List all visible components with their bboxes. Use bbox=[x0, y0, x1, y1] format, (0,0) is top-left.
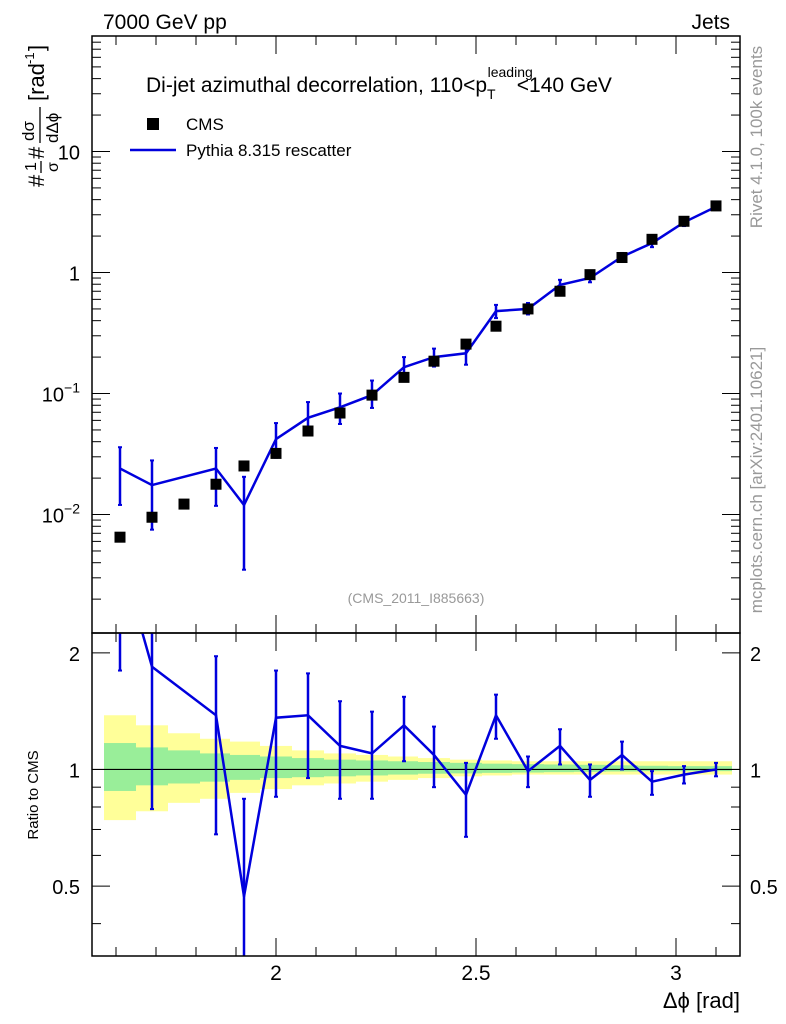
ratio-marks bbox=[92, 633, 740, 956]
main-ytick-label: 10−1 bbox=[42, 380, 80, 407]
cms-data-point bbox=[334, 407, 346, 419]
cms-data-point bbox=[210, 478, 222, 490]
cms-data-point bbox=[114, 531, 126, 543]
analysis-watermark: (CMS_2011_I885663) bbox=[348, 590, 485, 606]
mc-line bbox=[119, 205, 717, 508]
cms-data-point bbox=[460, 338, 472, 350]
ratio-ylabel: Ratio to CMS bbox=[25, 750, 42, 839]
cms-data-point bbox=[398, 371, 410, 383]
xtick-label: 3 bbox=[670, 962, 682, 985]
ratio-band-inner bbox=[544, 764, 574, 773]
cms-data-point bbox=[302, 425, 314, 437]
cms-data-point bbox=[616, 252, 628, 264]
svg-text:-1: -1 bbox=[22, 52, 37, 64]
main-ytick-label: 10−2 bbox=[42, 501, 80, 528]
rivet-label: Rivet 4.1.0, 100k events bbox=[747, 46, 766, 228]
legend: CMS Pythia 8.315 rescatter bbox=[130, 115, 352, 160]
ratio-ytick-label-right: 0.5 bbox=[750, 877, 778, 899]
main-marks bbox=[114, 200, 722, 571]
ratio-ytick-label: 0.5 bbox=[52, 877, 80, 899]
ratio-ytick-label-right: 2 bbox=[750, 644, 761, 666]
main-ticks: 10−2 10−1 1 10 bbox=[42, 35, 740, 633]
cms-data-point bbox=[146, 511, 158, 523]
cms-data-point bbox=[584, 269, 596, 281]
main-ylabel: # 1 σ # dσ dΔϕ [rad -1 ] bbox=[19, 45, 62, 187]
ratio-ytick-label-right: 1 bbox=[750, 760, 761, 782]
ratio-ytick-label: 1 bbox=[69, 760, 80, 782]
svg-text:dΔϕ: dΔϕ bbox=[43, 113, 62, 143]
cms-data-point bbox=[678, 215, 690, 227]
xlabel: Δϕ [rad] bbox=[663, 988, 740, 1013]
cms-data-point bbox=[522, 303, 534, 315]
ratio-frame bbox=[91, 632, 741, 957]
svg-text:#: # bbox=[24, 146, 49, 159]
svg-text:1: 1 bbox=[23, 162, 40, 171]
ratio-band-inner bbox=[638, 765, 668, 772]
svg-text:σ: σ bbox=[45, 162, 62, 172]
ratio-band-inner bbox=[104, 743, 136, 791]
ratio-ticks: 0.5 0.5 1 1 2 2 2 2.5 3 bbox=[52, 633, 778, 985]
main-ytick-label: 1 bbox=[69, 264, 80, 286]
cms-data-point bbox=[710, 200, 722, 212]
cms-data-point bbox=[366, 389, 378, 401]
mcplots-label: mcplots.cern.ch [arXiv:2401.10621] bbox=[747, 347, 766, 613]
svg-text:[rad: [rad bbox=[24, 63, 49, 101]
legend-cms-marker bbox=[147, 118, 159, 130]
ratio-line bbox=[141, 633, 717, 897]
xtick-label: 2 bbox=[270, 962, 282, 985]
cms-data-point bbox=[554, 285, 566, 297]
legend-cms-label: CMS bbox=[186, 115, 224, 134]
cms-data-point bbox=[646, 233, 658, 245]
cms-data-point bbox=[178, 498, 190, 510]
ratio-band-inner bbox=[482, 763, 512, 773]
ratio-band-inner bbox=[388, 761, 418, 775]
legend-pythia-label: Pythia 8.315 rescatter bbox=[186, 141, 352, 160]
chart-title: Di-jet azimuthal decorrelation, 110<pTle… bbox=[146, 64, 612, 102]
ratio-panel: 0.5 0.5 1 1 2 2 2 2.5 3 Ratio to CMS Δϕ [rad] bbox=[25, 632, 778, 1013]
main-ytick-label: 10 bbox=[58, 142, 80, 164]
xtick-label: 2.5 bbox=[461, 962, 490, 985]
svg-text:dσ: dσ bbox=[19, 121, 38, 141]
cms-data-point bbox=[490, 320, 502, 332]
cms-data-point bbox=[270, 447, 282, 459]
cms-data-point bbox=[238, 460, 250, 472]
main-panel: 10−2 10−1 1 10 Di-jet azimuthal decorrelati… bbox=[19, 35, 741, 634]
svg-text:#: # bbox=[24, 174, 49, 187]
header-right: Jets bbox=[691, 11, 730, 34]
header-left: 7000 GeV pp bbox=[103, 11, 227, 34]
cms-data-point bbox=[428, 355, 440, 367]
ratio-band-inner bbox=[168, 750, 200, 784]
ratio-ytick-label: 2 bbox=[69, 644, 80, 666]
svg-text:]: ] bbox=[24, 45, 49, 51]
ratio-band-inner bbox=[230, 754, 260, 780]
